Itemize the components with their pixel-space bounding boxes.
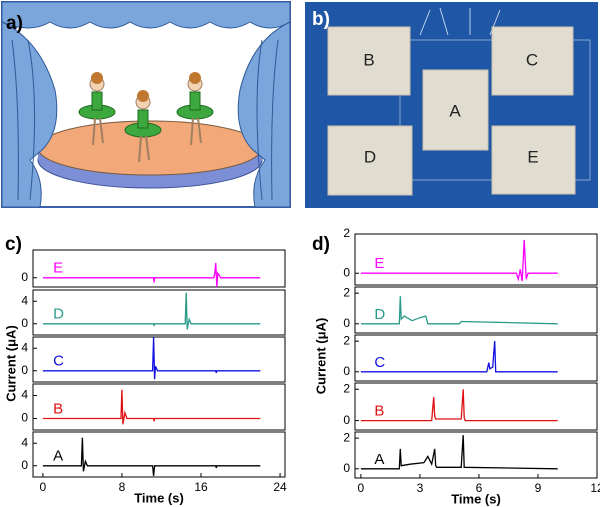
x-tick-label: 24 [273, 480, 287, 494]
subplot-frame [354, 233, 598, 286]
x-tick-label: 6 [476, 481, 483, 495]
y-tick-label: 2 [343, 285, 350, 299]
y-tick-label: 2 [343, 381, 350, 395]
y-tick-label: 0 [21, 411, 28, 425]
panel-label: d) [312, 234, 330, 255]
y-tick-label: 0 [343, 316, 350, 330]
y-tick-label: 0 [343, 461, 350, 475]
subplot-frame [32, 336, 286, 383]
y-tick-label: 2 [343, 333, 350, 347]
x-tick-label: 3 [417, 481, 424, 495]
trace-label: C [53, 353, 64, 370]
subplot-frame [354, 286, 598, 334]
current-trace [42, 389, 261, 425]
current-trace [42, 262, 261, 288]
current-trace [42, 292, 261, 330]
current-trace [360, 239, 558, 282]
trace-label: E [374, 255, 384, 272]
y-tick-label: 2 [343, 430, 350, 444]
trace-label: A [53, 448, 63, 465]
y-tick-label: 0 [343, 364, 350, 378]
trace-label: D [374, 306, 385, 323]
trace-label: B [53, 400, 63, 417]
pad-photo [305, 2, 598, 208]
y-tick-label: 4 [21, 388, 28, 402]
subplot-frame [32, 249, 286, 288]
current-trace [360, 389, 558, 422]
y-tick-label: 0 [21, 363, 28, 377]
y-tick-label: 4 [21, 293, 28, 307]
pad-label: C [526, 50, 538, 69]
y-tick-label: 0 [343, 265, 350, 279]
trace-label: C [374, 354, 385, 371]
subplot-frame [32, 431, 286, 478]
panel-label: a) [6, 13, 23, 34]
x-tick-label: 0 [358, 481, 365, 495]
subplot-frame [354, 334, 598, 382]
pad-label: B [363, 50, 374, 69]
subplot-frame [32, 383, 286, 431]
x-tick-label: 0 [40, 480, 47, 494]
y-axis-label: Current (μA) [3, 325, 18, 402]
subplot-frame [354, 382, 598, 431]
trace-label: D [53, 306, 64, 323]
stage-illustration [1, 1, 291, 208]
x-tick-label: 8 [119, 480, 126, 494]
trace-label: A [374, 451, 384, 468]
y-tick-label: 0 [21, 316, 28, 330]
pad-label: A [449, 101, 461, 120]
y-tick-label: 0 [343, 413, 350, 427]
panel-label: b) [312, 9, 330, 30]
trace-label: E [53, 260, 63, 277]
y-axis-label: Current (μA) [313, 318, 328, 395]
current-trace [360, 341, 558, 373]
trace-label: B [374, 403, 384, 420]
current-trace [360, 435, 558, 470]
current-trace [360, 296, 558, 325]
subplot-frame [354, 431, 598, 479]
current-trace [42, 336, 261, 380]
panel-label: c) [5, 234, 22, 255]
x-axis-label: Time (s) [451, 491, 501, 506]
x-tick-label: 9 [535, 481, 542, 495]
pad-label: E [527, 147, 538, 166]
pad-label: D [364, 147, 376, 166]
subplot-frame [32, 289, 286, 336]
y-tick-label: 4 [21, 435, 28, 449]
x-axis-label: Time (s) [134, 490, 184, 505]
y-tick-label: 4 [21, 340, 28, 354]
current-trace [42, 437, 261, 476]
x-tick-label: 12 [590, 481, 600, 495]
y-tick-label: 0 [21, 458, 28, 472]
x-tick-label: 16 [194, 480, 208, 494]
y-tick-label: 2 [343, 226, 350, 240]
y-tick-label: 0 [21, 270, 28, 284]
